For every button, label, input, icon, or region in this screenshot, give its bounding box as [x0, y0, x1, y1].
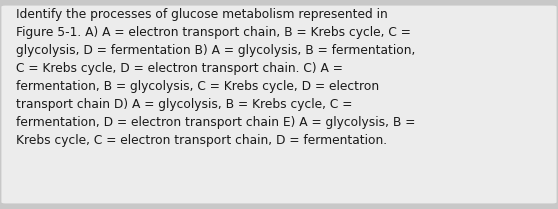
FancyBboxPatch shape [0, 4, 558, 205]
Text: Identify the processes of glucose metabolism represented in
Figure 5-1. A) A = e: Identify the processes of glucose metabo… [16, 8, 415, 147]
